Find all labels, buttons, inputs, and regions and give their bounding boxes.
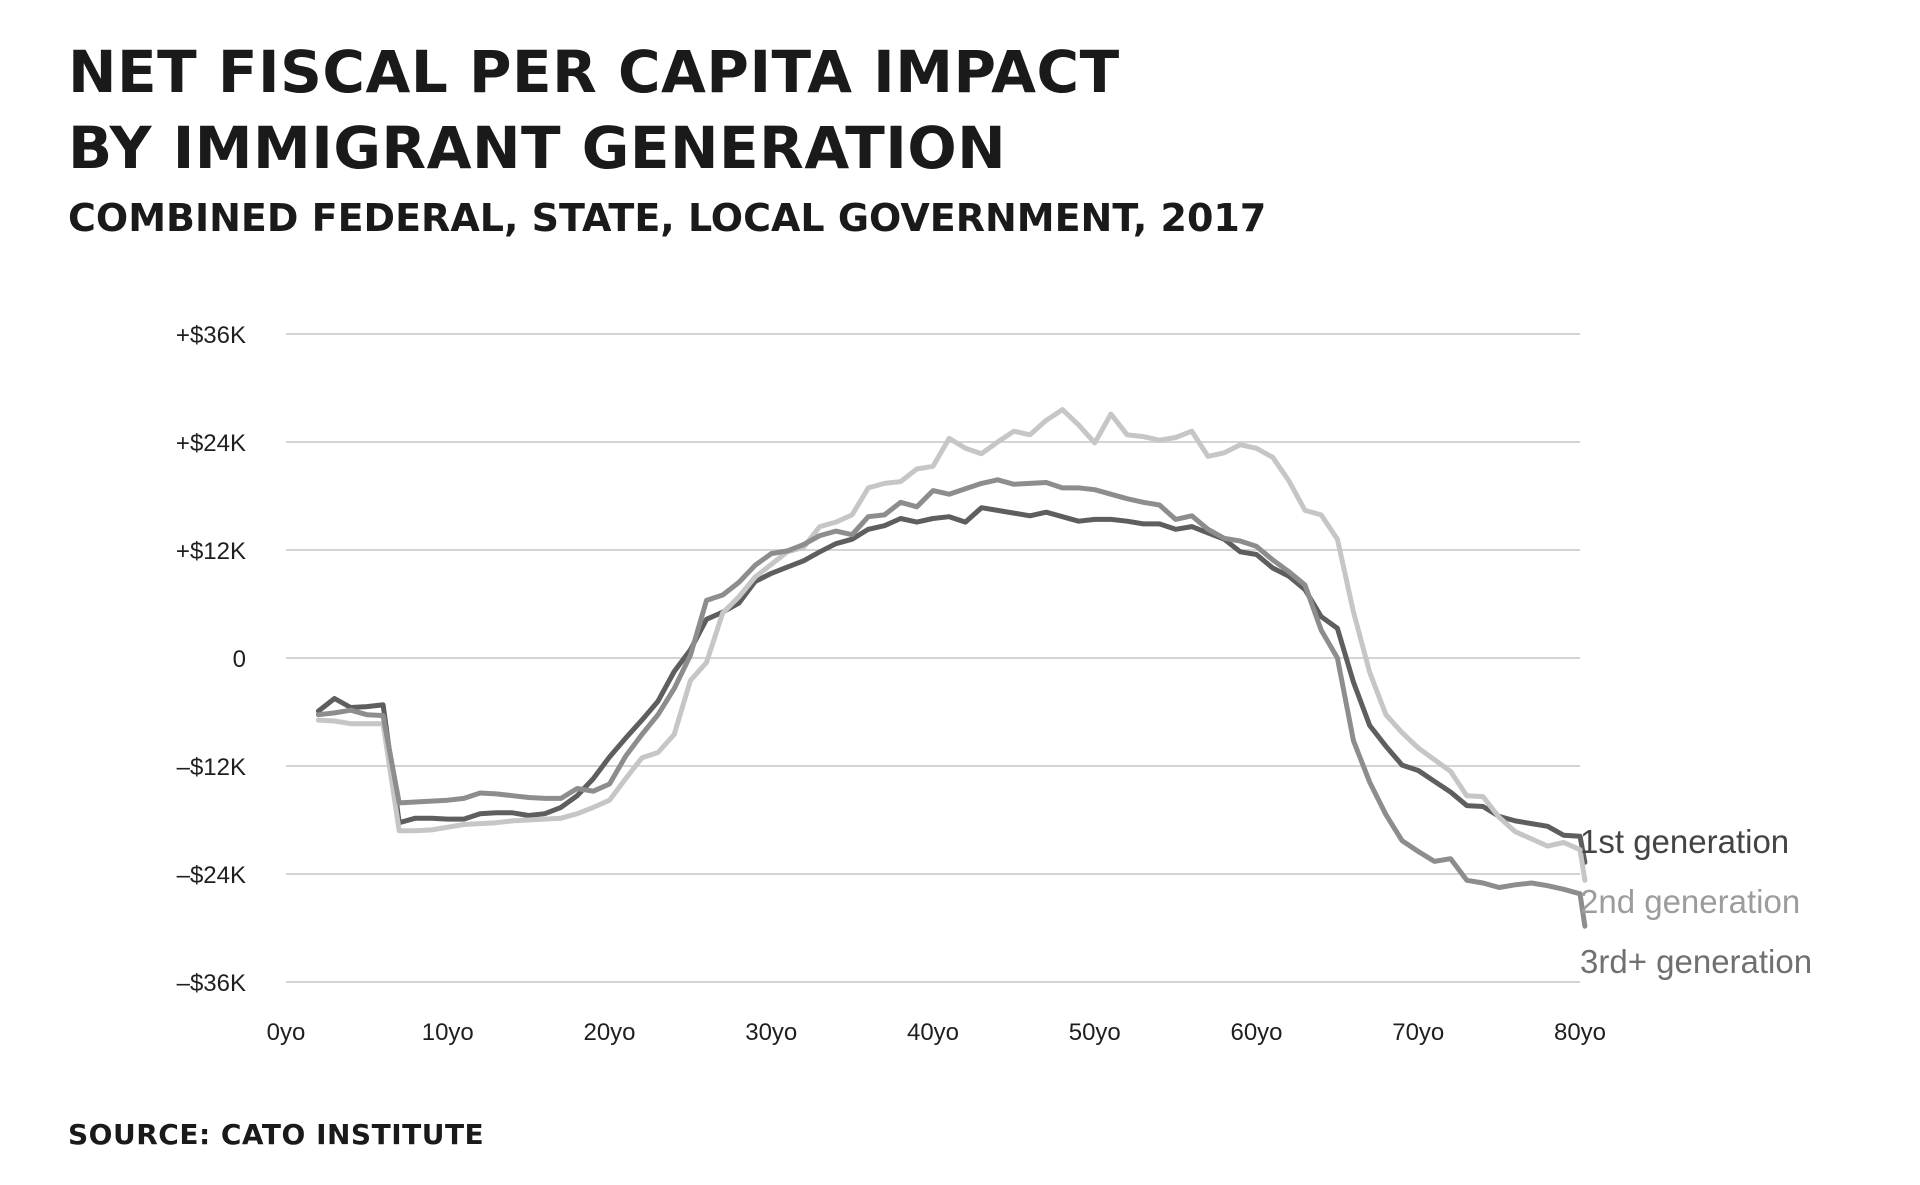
gridlines bbox=[286, 333, 1580, 983]
x-tick-label: 60yo bbox=[1230, 1019, 1282, 1046]
series-labels: 1st generation 2nd generation 3rd+ generat… bbox=[1580, 823, 1812, 980]
series-label-2nd-generation: 2nd generation bbox=[1580, 883, 1800, 920]
chart-title-line-1: NET FISCAL PER CAPITA IMPACT bbox=[68, 38, 1120, 106]
series-label-3rd-generation: 3rd+ generation bbox=[1580, 943, 1812, 980]
chart-subtitle: COMBINED FEDERAL, STATE, LOCAL GOVERNMEN… bbox=[68, 196, 1267, 240]
y-tick-label: +$24K bbox=[176, 430, 246, 457]
y-tick-label: –$12K bbox=[177, 754, 246, 781]
series-line-2nd-generation bbox=[315, 407, 1588, 883]
source-note: SOURCE: CATO INSTITUTE bbox=[68, 1118, 485, 1151]
x-tick-label: 80yo bbox=[1554, 1019, 1606, 1046]
x-tick-label: 30yo bbox=[745, 1019, 797, 1046]
y-axis-tick-labels: +$36K +$24K +$12K 0 –$12K –$24K –$36K bbox=[176, 322, 246, 997]
chart-title-line-2: BY IMMIGRANT GENERATION bbox=[68, 114, 1007, 182]
chart-header: NET FISCAL PER CAPITA IMPACT BY IMMIGRAN… bbox=[68, 34, 1266, 242]
series-label-1st-generation: 1st generation bbox=[1580, 823, 1789, 860]
series-line-3rd-generation bbox=[315, 477, 1588, 929]
y-tick-label: +$36K bbox=[176, 322, 246, 349]
y-tick-label: –$36K bbox=[177, 970, 246, 997]
series-line-1st-generation bbox=[315, 505, 1588, 865]
x-tick-label: 50yo bbox=[1069, 1019, 1121, 1046]
x-axis-tick-labels: 0yo 10yo 20yo 30yo 40yo 50yo 60yo 70yo 80yo bbox=[267, 1019, 1606, 1046]
x-tick-label: 10yo bbox=[422, 1019, 474, 1046]
x-tick-label: 40yo bbox=[907, 1019, 959, 1046]
y-tick-label: 0 bbox=[233, 646, 246, 673]
x-tick-label: 0yo bbox=[267, 1019, 306, 1046]
x-tick-label: 20yo bbox=[583, 1019, 635, 1046]
x-tick-label: 70yo bbox=[1392, 1019, 1444, 1046]
data-series bbox=[315, 407, 1588, 929]
y-tick-label: +$12K bbox=[176, 538, 246, 565]
y-tick-label: –$24K bbox=[177, 862, 246, 889]
